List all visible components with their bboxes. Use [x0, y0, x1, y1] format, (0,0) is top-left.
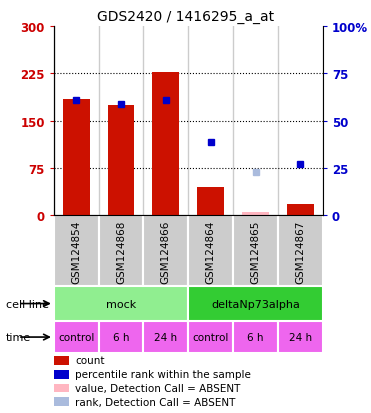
Bar — [54, 216, 99, 287]
Text: GSM124854: GSM124854 — [71, 220, 81, 283]
Bar — [54, 370, 69, 379]
Text: GSM124868: GSM124868 — [116, 220, 126, 283]
Bar — [233, 321, 278, 354]
Text: control: control — [58, 332, 94, 342]
Bar — [242, 213, 269, 216]
Text: control: control — [193, 332, 229, 342]
Bar — [287, 204, 314, 216]
Bar — [188, 216, 233, 287]
Text: deltaNp73alpha: deltaNp73alpha — [211, 299, 300, 309]
Text: GSM124867: GSM124867 — [295, 220, 305, 283]
Bar — [99, 216, 144, 287]
Bar — [54, 384, 69, 392]
Text: time: time — [6, 332, 31, 342]
Bar — [152, 73, 179, 216]
Text: cell line: cell line — [6, 299, 49, 309]
Bar — [188, 287, 323, 321]
Bar — [188, 321, 233, 354]
Bar — [144, 216, 188, 287]
Bar — [144, 321, 188, 354]
Text: 6 h: 6 h — [113, 332, 129, 342]
Text: GSM124865: GSM124865 — [250, 220, 260, 283]
Text: count: count — [75, 356, 104, 366]
Text: 24 h: 24 h — [154, 332, 177, 342]
Bar — [63, 100, 90, 216]
Bar — [233, 216, 278, 287]
Text: value, Detection Call = ABSENT: value, Detection Call = ABSENT — [75, 383, 240, 393]
Bar — [108, 106, 134, 216]
Text: GDS2420 / 1416295_a_at: GDS2420 / 1416295_a_at — [97, 10, 274, 24]
Bar — [278, 216, 323, 287]
Text: rank, Detection Call = ABSENT: rank, Detection Call = ABSENT — [75, 397, 235, 407]
Text: 24 h: 24 h — [289, 332, 312, 342]
Text: GSM124864: GSM124864 — [206, 220, 216, 283]
Text: percentile rank within the sample: percentile rank within the sample — [75, 369, 251, 379]
Bar — [278, 321, 323, 354]
Bar — [197, 188, 224, 216]
Bar — [54, 356, 69, 365]
Bar — [54, 398, 69, 406]
Bar — [54, 287, 188, 321]
Text: GSM124866: GSM124866 — [161, 220, 171, 283]
Bar — [99, 321, 144, 354]
Text: 6 h: 6 h — [247, 332, 264, 342]
Text: mock: mock — [106, 299, 136, 309]
Bar — [54, 321, 99, 354]
